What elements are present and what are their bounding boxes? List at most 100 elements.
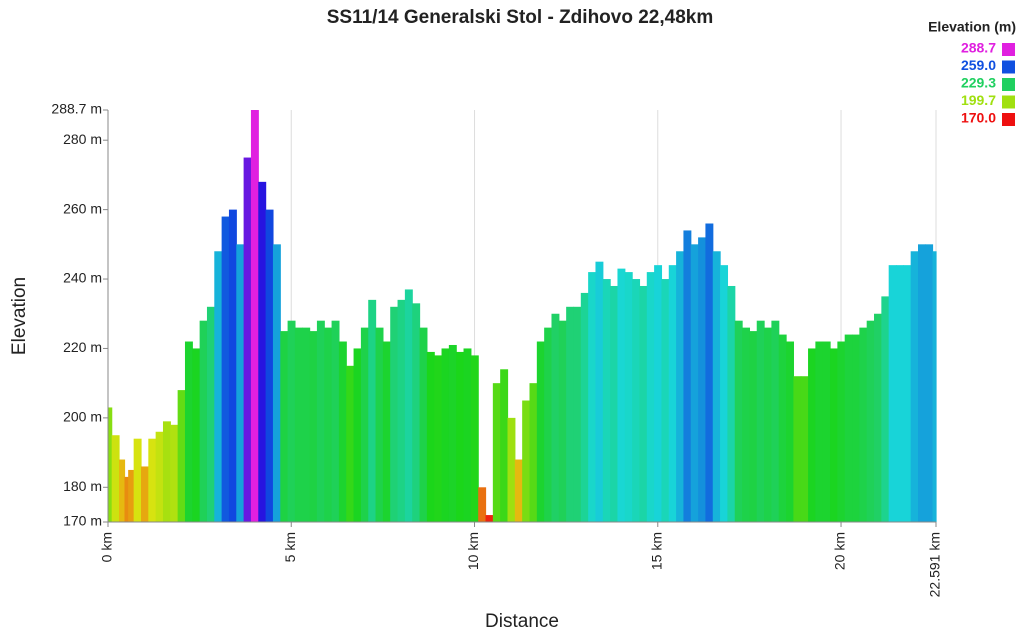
profile-bar bbox=[404, 289, 413, 522]
profile-bar bbox=[558, 320, 567, 522]
profile-bar bbox=[485, 515, 494, 522]
chart-title: SS11/14 Generalski Stol - Zdihovo 22,48k… bbox=[327, 7, 714, 28]
profile-bar bbox=[690, 244, 699, 522]
profile-bar bbox=[441, 348, 450, 522]
profile-bar bbox=[602, 279, 611, 522]
profile-bar bbox=[478, 487, 487, 522]
profile-bar bbox=[155, 431, 164, 522]
profile-bar bbox=[221, 216, 230, 522]
x-tick-label: 22.591 km bbox=[927, 532, 943, 597]
profile-bar bbox=[676, 251, 685, 522]
legend-swatch bbox=[1002, 60, 1015, 74]
profile-bar bbox=[595, 261, 604, 522]
profile-bar bbox=[624, 272, 633, 522]
profile-bar bbox=[148, 438, 157, 522]
y-tick-label: 220 m bbox=[63, 339, 102, 355]
y-tick-label: 170 m bbox=[63, 513, 102, 529]
profile-bar bbox=[426, 351, 435, 522]
x-tick-label: 20 km bbox=[832, 532, 848, 570]
profile-bar bbox=[727, 285, 736, 522]
y-axis-label: Elevation bbox=[9, 277, 30, 355]
profile-bar bbox=[800, 376, 809, 522]
profile-bar bbox=[639, 285, 648, 522]
profile-bar bbox=[272, 244, 281, 522]
profile-bar bbox=[302, 327, 311, 522]
x-tick-label: 0 km bbox=[99, 532, 115, 562]
profile-bar bbox=[712, 251, 721, 522]
profile-bar bbox=[338, 341, 347, 522]
profile-bar bbox=[111, 435, 120, 522]
profile-bar bbox=[588, 272, 597, 522]
profile-bar bbox=[896, 265, 904, 522]
profile-bar bbox=[668, 265, 677, 522]
profile-bar bbox=[492, 383, 501, 522]
legend-swatch bbox=[1002, 78, 1015, 91]
profile-bar bbox=[866, 320, 875, 522]
profile-bar bbox=[815, 341, 824, 522]
profile-bar bbox=[294, 327, 303, 522]
profile-bar bbox=[720, 265, 729, 522]
profile-bar bbox=[705, 223, 714, 522]
x-tick-label: 15 km bbox=[648, 532, 664, 570]
profile-bar bbox=[448, 344, 457, 522]
profile-bar bbox=[118, 459, 126, 522]
legend-title: Elevation (m) bbox=[928, 19, 1016, 35]
profile-bar bbox=[793, 376, 802, 522]
profile-bar bbox=[837, 341, 846, 522]
legend-label: 288.7 bbox=[961, 40, 996, 56]
profile-bar bbox=[566, 306, 575, 522]
profile-bar bbox=[903, 265, 912, 522]
profile-bar bbox=[522, 400, 531, 522]
x-axis-label: Distance bbox=[485, 611, 559, 632]
profile-bar bbox=[778, 334, 787, 522]
profile-bar bbox=[434, 355, 443, 522]
profile-bar bbox=[108, 407, 113, 522]
profile-bar bbox=[228, 209, 237, 522]
x-tick-label: 5 km bbox=[282, 532, 298, 562]
profile-bar bbox=[874, 313, 882, 522]
profile-bar bbox=[162, 421, 171, 522]
profile-bar bbox=[140, 466, 149, 522]
y-tick-label: 180 m bbox=[63, 478, 102, 494]
profile-bar bbox=[844, 334, 853, 522]
profile-bar bbox=[881, 296, 890, 522]
legend-label: 199.7 bbox=[961, 92, 996, 108]
profile-bar bbox=[353, 348, 362, 522]
legend-swatch bbox=[1002, 113, 1015, 126]
profile-bar bbox=[925, 244, 934, 522]
profile-bar bbox=[214, 251, 223, 522]
profile-bar bbox=[910, 251, 919, 522]
y-tick-label: 240 m bbox=[63, 270, 102, 286]
profile-bar bbox=[786, 341, 794, 522]
profile-bar bbox=[375, 327, 384, 522]
profile-bar bbox=[324, 327, 333, 522]
profile-bar bbox=[742, 327, 751, 522]
profile-bar bbox=[243, 157, 252, 522]
profile-bar bbox=[822, 341, 831, 522]
profile-bar bbox=[192, 348, 201, 522]
x-tick-label: 10 km bbox=[465, 532, 481, 570]
profile-bar bbox=[287, 320, 296, 522]
profile-bar bbox=[734, 320, 743, 522]
profile-bar bbox=[918, 244, 926, 522]
profile-bar bbox=[514, 459, 523, 522]
legend-swatch bbox=[1002, 43, 1015, 56]
legend-label: 229.3 bbox=[961, 75, 996, 91]
profile-bar bbox=[888, 265, 897, 522]
profile-bar bbox=[250, 110, 259, 522]
profile-bar bbox=[859, 327, 868, 522]
profile-bar bbox=[830, 348, 838, 522]
profile-bar bbox=[419, 327, 428, 522]
y-tick-label: 288.7 m bbox=[51, 101, 102, 117]
y-tick-label: 260 m bbox=[63, 200, 102, 216]
profile-bar bbox=[764, 327, 772, 522]
profile-bar bbox=[632, 279, 641, 522]
y-tick-label: 200 m bbox=[63, 409, 102, 425]
profile-bar bbox=[346, 365, 355, 522]
profile-bar bbox=[360, 327, 369, 522]
profile-bar bbox=[331, 320, 340, 522]
profile-bar bbox=[456, 351, 465, 522]
profile-bar bbox=[170, 424, 179, 522]
profile-bar bbox=[610, 285, 619, 522]
